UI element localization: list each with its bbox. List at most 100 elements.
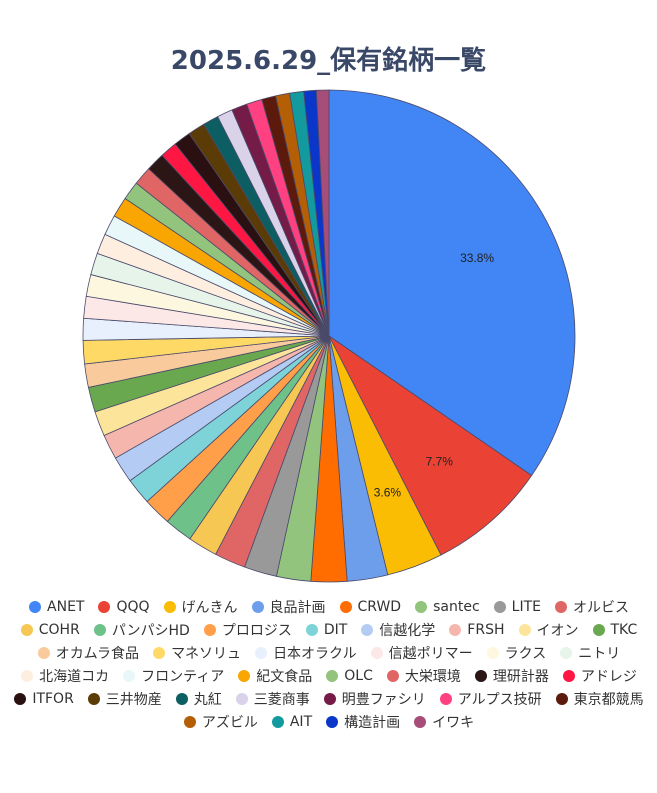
legend-item-16[interactable]: オカムラ食品 (37, 644, 140, 662)
legend-label: 丸紅 (193, 692, 222, 708)
legend-label: アズビル (201, 715, 258, 731)
legend-label: 良品計画 (269, 600, 326, 616)
legend-item-10[interactable]: プロロジス (203, 621, 292, 639)
legend-item-36[interactable]: アズビル (183, 713, 258, 731)
legend-item-34[interactable]: アルプス技研 (439, 690, 542, 708)
legend-dot-icon (449, 624, 462, 636)
legend-label: AIT (289, 714, 313, 730)
legend-label: ANET (47, 599, 85, 615)
legend-item-33[interactable]: 明豊ファシリ (323, 690, 426, 708)
legend-label: プロロジス (221, 623, 292, 639)
legend-dot-icon (323, 693, 336, 705)
legend-label: ITFOR (32, 691, 74, 707)
legend-item-2[interactable]: げんきん (163, 598, 238, 616)
legend-item-31[interactable]: 丸紅 (175, 690, 222, 708)
legend-dot-icon (175, 693, 188, 705)
legend-item-29[interactable]: ITFOR (14, 690, 74, 708)
legend-dot-icon (439, 693, 452, 705)
legend-item-6[interactable]: LITE (493, 598, 541, 616)
legend-item-5[interactable]: santec (415, 598, 480, 616)
legend-item-26[interactable]: 大栄環境 (386, 667, 461, 685)
legend-dot-icon (415, 601, 428, 613)
legend-item-24[interactable]: 紀文食品 (238, 667, 312, 685)
legend-dot-icon (183, 716, 196, 728)
legend-label: オカムラ食品 (55, 646, 140, 662)
legend-item-3[interactable]: 良品計画 (251, 598, 326, 616)
slice-data-label-0: 33.8% (460, 251, 494, 265)
legend-item-22[interactable]: 北海道コカ (21, 667, 109, 685)
legend-label: 三菱商事 (253, 692, 310, 708)
legend-item-23[interactable]: フロンティア (123, 667, 224, 685)
legend-label: 日本オラクル (273, 646, 357, 662)
legend-item-13[interactable]: FRSH (449, 621, 505, 639)
legend-label: アドレジ (580, 669, 637, 685)
legend-label: 大栄環境 (404, 669, 461, 685)
legend-dot-icon (271, 716, 284, 728)
legend-dot-icon (560, 647, 573, 659)
legend-dot-icon (326, 670, 339, 682)
legend-dot-icon (87, 693, 100, 705)
legend-label: FRSH (467, 622, 505, 638)
legend-item-38[interactable]: 構造計画 (326, 713, 400, 731)
legend-dot-icon (562, 670, 575, 682)
legend-item-32[interactable]: 三菱商事 (235, 690, 310, 708)
legend-item-0[interactable]: ANET (29, 598, 84, 616)
legend-dot-icon (486, 647, 499, 659)
legend-item-28[interactable]: アドレジ (562, 667, 637, 685)
legend-item-17[interactable]: マネソリュ (153, 644, 241, 662)
pie-slice-0[interactable] (328, 89, 576, 477)
legend-dot-icon (203, 624, 216, 636)
legend-dot-icon (305, 624, 318, 636)
legend-dot-icon (20, 624, 33, 636)
legend-item-19[interactable]: 信越ポリマー (370, 644, 473, 662)
legend-item-1[interactable]: QQQ (98, 598, 150, 616)
pie-slice-39[interactable] (315, 89, 330, 337)
pie-chart: 33.8% 7.7% 3.6% (82, 89, 576, 583)
legend-label: 明豊ファシリ (341, 692, 426, 708)
legend-item-39[interactable]: イワキ (414, 713, 474, 731)
legend-label: DIT (323, 622, 348, 638)
slice-data-label-1: 7.7% (426, 455, 454, 469)
legend-label: OLC (344, 668, 373, 684)
legend-label: イワキ (432, 715, 475, 731)
legend: ANET QQQ げんきん 良品計画 CRWD santec LITE オルビス COHR パンパ… (14, 598, 644, 731)
legend-item-14[interactable]: イオン (518, 621, 579, 639)
legend-item-9[interactable]: パンパシHD (93, 621, 190, 639)
legend-item-4[interactable]: CRWD (339, 598, 402, 616)
legend-dot-icon (235, 693, 248, 705)
legend-item-25[interactable]: OLC (326, 667, 373, 685)
legend-dot-icon (14, 693, 27, 705)
legend-item-30[interactable]: 三井物産 (87, 690, 162, 708)
legend-item-37[interactable]: AIT (271, 713, 313, 731)
legend-item-21[interactable]: ニトリ (560, 644, 620, 662)
legend-label: オルビス (572, 600, 629, 616)
legend-label: ニトリ (578, 646, 621, 662)
legend-item-20[interactable]: ラクス (486, 644, 547, 662)
legend-dot-icon (255, 647, 268, 659)
legend-label: マネソリュ (171, 646, 242, 662)
legend-dot-icon (251, 601, 264, 613)
legend-label: 東京都競馬 (573, 692, 644, 708)
legend-item-11[interactable]: DIT (305, 621, 348, 639)
chart-title: 2025.6.29_保有銘柄一覧 (170, 46, 487, 76)
legend-label: 紀文食品 (256, 669, 313, 685)
legend-dot-icon (518, 624, 531, 636)
legend-label: フロンティア (141, 669, 225, 685)
legend-item-35[interactable]: 東京都競馬 (555, 690, 644, 708)
legend-label: ラクス (504, 646, 547, 662)
legend-item-8[interactable]: COHR (20, 621, 80, 639)
legend-label: CRWD (357, 599, 402, 615)
legend-dot-icon (493, 601, 506, 613)
legend-label: 北海道コカ (39, 669, 110, 685)
legend-item-27[interactable]: 理研計器 (474, 667, 549, 685)
legend-item-12[interactable]: 信越化学 (361, 621, 435, 639)
legend-dot-icon (29, 601, 42, 613)
legend-dot-icon (238, 670, 251, 682)
pie-slice-1[interactable] (328, 335, 533, 556)
legend-item-15[interactable]: TKC (592, 621, 637, 639)
legend-item-7[interactable]: オルビス (554, 598, 629, 616)
legend-dot-icon (554, 601, 567, 613)
legend-dot-icon (21, 670, 34, 682)
legend-item-18[interactable]: 日本オラクル (255, 644, 357, 662)
legend-dot-icon (93, 624, 106, 636)
